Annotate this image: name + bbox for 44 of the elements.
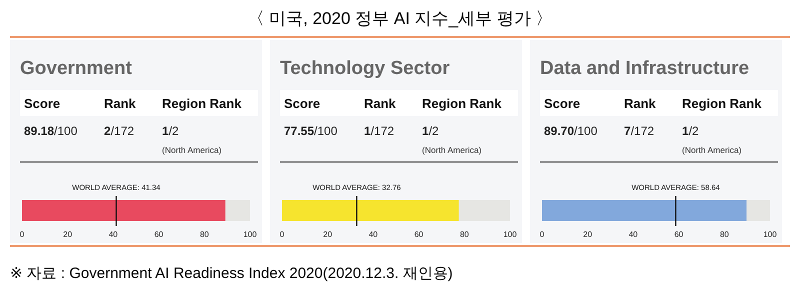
tick-label: 60 bbox=[154, 230, 164, 239]
annotation: 89.70/100 bbox=[544, 124, 598, 138]
tick-label: 40 bbox=[368, 230, 378, 239]
annotation: ※ 자료 : Government AI Readiness Index 2020(2020.12.3. 재인용) bbox=[10, 265, 453, 282]
annotation: 2/172 bbox=[104, 124, 134, 138]
tick-label: 0 bbox=[540, 230, 544, 239]
tick-label: 80 bbox=[720, 230, 729, 239]
annotation: Region Rank bbox=[422, 96, 502, 111]
tick-label: 80 bbox=[460, 230, 469, 239]
annotation: 1/2 bbox=[422, 124, 439, 138]
annotation: 1/2 bbox=[162, 124, 179, 138]
tick-label: 0 bbox=[20, 230, 24, 239]
annotation: (North America) bbox=[422, 145, 482, 155]
tick-label: 60 bbox=[414, 230, 424, 239]
annotation: (North America) bbox=[162, 145, 222, 155]
annotation: Region Rank bbox=[162, 96, 242, 111]
annotation: 77.55/100 bbox=[284, 124, 338, 138]
tick-label: 0 bbox=[280, 230, 284, 239]
annotation: Region Rank bbox=[682, 96, 762, 111]
annotation: (North America) bbox=[682, 145, 742, 155]
title: 〈 미국, 2020 정부 AI 지수_세부 평가 〉 bbox=[247, 9, 553, 28]
tick-label: 40 bbox=[628, 230, 638, 239]
annotation: 1/172 bbox=[364, 124, 394, 138]
annotation: Rank bbox=[624, 96, 656, 111]
tick-label: 20 bbox=[323, 230, 332, 239]
tick-label: 100 bbox=[503, 230, 517, 239]
tick-label: 100 bbox=[763, 230, 777, 239]
tick-label: 60 bbox=[674, 230, 684, 239]
annotation: 7/172 bbox=[624, 124, 654, 138]
annotation: 1/2 bbox=[682, 124, 699, 138]
annotation: Score bbox=[284, 96, 320, 111]
annotation: Score bbox=[544, 96, 580, 111]
tick-label: 100 bbox=[243, 230, 257, 239]
annotation: 89.18/100 bbox=[24, 124, 78, 138]
title: Technology Sector bbox=[280, 58, 450, 79]
annotation: Rank bbox=[104, 96, 136, 111]
tick-label: 80 bbox=[200, 230, 209, 239]
annotation: Score bbox=[24, 96, 60, 111]
tick-label: 20 bbox=[583, 230, 592, 239]
tick-label: 40 bbox=[108, 230, 118, 239]
annotation: Rank bbox=[364, 96, 396, 111]
tick-label: 20 bbox=[63, 230, 72, 239]
title: Data and Infrastructure bbox=[540, 58, 750, 79]
title: Government bbox=[20, 58, 132, 79]
